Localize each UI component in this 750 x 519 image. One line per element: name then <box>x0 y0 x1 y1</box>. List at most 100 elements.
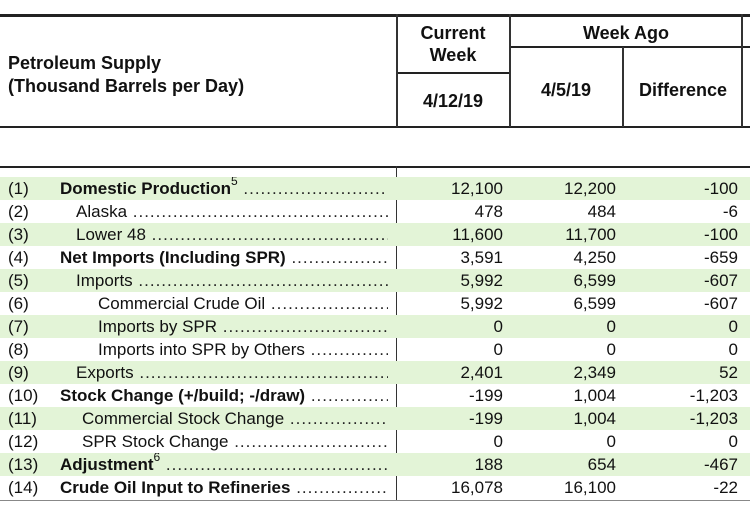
dot-leader: ........................................… <box>270 294 388 313</box>
difference-value: -467 <box>703 455 738 474</box>
body-top-rule <box>0 166 750 168</box>
week-ago-date: 4/5/19 <box>540 80 592 100</box>
col-divider-1 <box>396 14 398 127</box>
week-ago-value: 2,349 <box>573 363 616 382</box>
table-row: (2) Alaska ..............................… <box>0 200 750 223</box>
row-label: Commercial Stock Change ................… <box>82 407 388 430</box>
current-week-value: -199 <box>468 409 503 428</box>
row-label-text: Exports <box>76 363 134 382</box>
week-ago-value: 6,599 <box>573 271 616 290</box>
row-label-text: Net Imports (Including SPR) <box>60 248 286 267</box>
dot-leader: ........................................… <box>222 317 388 336</box>
top-rule <box>0 14 750 17</box>
difference-value: -6 <box>722 202 738 221</box>
week-ago-value: 1,004 <box>573 409 616 428</box>
table-row: (13) Adjustment6 ........................… <box>0 453 750 476</box>
week-ago-value: 1,004 <box>573 386 616 405</box>
row-label: Imports into SPR by Others .............… <box>98 338 388 361</box>
header-bottom-rule <box>0 126 750 128</box>
week-ago-value: 0 <box>606 340 616 359</box>
difference-value: -22 <box>713 478 738 497</box>
row-label-text: Lower 48 <box>76 225 146 244</box>
table-title-line1: Petroleum Supply <box>8 53 162 73</box>
current-week-rule <box>397 72 510 74</box>
dot-leader: ........................................… <box>139 363 388 382</box>
table-row: (14) Crude Oil Input to Refineries ......… <box>0 476 750 499</box>
footnote-marker: 6 <box>153 453 161 465</box>
row-label: Lower 48 ...............................… <box>76 223 388 246</box>
week-ago-header: Week Ago <box>582 23 670 43</box>
current-week-value: 11,600 <box>452 225 503 244</box>
row-label: Adjustment6 ............................… <box>60 453 388 476</box>
row-label: Commercial Crude Oil ...................… <box>98 292 388 315</box>
table-row: (9) Exports .............................… <box>0 361 750 384</box>
current-week-value: 5,992 <box>460 271 503 290</box>
current-week-value: 188 <box>474 455 503 474</box>
row-label: Imports ................................… <box>76 269 388 292</box>
current-week-value: 0 <box>493 317 503 336</box>
dot-leader: ........................................… <box>132 202 388 221</box>
table-row: (3) Lower 48 ............................… <box>0 223 750 246</box>
difference-value: 0 <box>728 317 738 336</box>
row-number: (8) <box>8 340 29 359</box>
difference-value: -1,203 <box>689 386 738 405</box>
current-week-header: Current Week <box>420 23 486 65</box>
row-number: (6) <box>8 294 29 313</box>
row-number: (12) <box>8 432 39 451</box>
dot-leader: ........................................… <box>165 455 388 474</box>
row-label: Stock Change (+/build; -/draw) .........… <box>60 384 388 407</box>
dot-leader: ........................................… <box>310 340 388 359</box>
row-label: SPR Stock Change .......................… <box>82 430 388 453</box>
dot-leader: ........................................… <box>151 225 388 244</box>
row-number: (9) <box>8 363 29 382</box>
difference-value: 0 <box>728 432 738 451</box>
col-divider-2 <box>509 14 511 127</box>
current-week-value: 0 <box>493 340 503 359</box>
current-week-date: 4/12/19 <box>422 91 484 111</box>
table-row: (12) SPR Stock Change ...................… <box>0 430 750 453</box>
table-row: (4) Net Imports (Including SPR) .........… <box>0 246 750 269</box>
week-ago-value: 4,250 <box>573 248 616 267</box>
row-number: (10) <box>8 386 39 405</box>
row-number: (2) <box>8 202 29 221</box>
col-divider-3 <box>622 47 624 127</box>
row-label-text: Commercial Crude Oil <box>98 294 266 313</box>
row-label-text: Imports by SPR <box>98 317 218 336</box>
difference-value: -659 <box>703 248 738 267</box>
week-ago-value: 11,700 <box>565 225 616 244</box>
current-week-value: 2,401 <box>460 363 503 382</box>
row-number: (1) <box>8 179 29 198</box>
dot-leader: ........................................… <box>291 248 388 267</box>
week-ago-rule <box>510 46 750 48</box>
row-number: (14) <box>8 478 39 497</box>
row-label-text: Crude Oil Input to Refineries <box>60 478 291 497</box>
week-ago-value: 484 <box>587 202 616 221</box>
row-label: Alaska .................................… <box>76 200 388 223</box>
table-title: Petroleum Supply (Thousand Barrels per D… <box>8 52 244 98</box>
table-row: (7) Imports by SPR ......................… <box>0 315 750 338</box>
week-ago-value: 6,599 <box>573 294 616 313</box>
row-label-text: SPR Stock Change <box>82 432 229 451</box>
row-label-text: Stock Change (+/build; -/draw) <box>60 386 306 405</box>
table-row: (5) Imports .............................… <box>0 269 750 292</box>
table-row: (11) Commercial Stock Change ............… <box>0 407 750 430</box>
current-week-value: 3,591 <box>460 248 503 267</box>
difference-value: 0 <box>728 340 738 359</box>
dot-leader: ........................................… <box>296 478 388 497</box>
difference-header: Difference <box>638 80 728 100</box>
current-week-value: -199 <box>468 386 503 405</box>
row-label: Imports by SPR .........................… <box>98 315 388 338</box>
difference-value: -607 <box>703 271 738 290</box>
row-label-text: Imports <box>76 271 133 290</box>
current-week-value: 5,992 <box>460 294 503 313</box>
dot-leader: ........................................… <box>234 432 388 451</box>
table-row: (1) Domestic Production5 ................… <box>0 177 750 200</box>
row-number: (4) <box>8 248 29 267</box>
week-ago-value: 654 <box>587 455 616 474</box>
dot-leader: ........................................… <box>289 409 388 428</box>
footnote-marker: 5 <box>230 177 238 189</box>
difference-value: 52 <box>719 363 738 382</box>
current-week-value: 0 <box>493 432 503 451</box>
row-label-text: Adjustment <box>60 455 154 474</box>
